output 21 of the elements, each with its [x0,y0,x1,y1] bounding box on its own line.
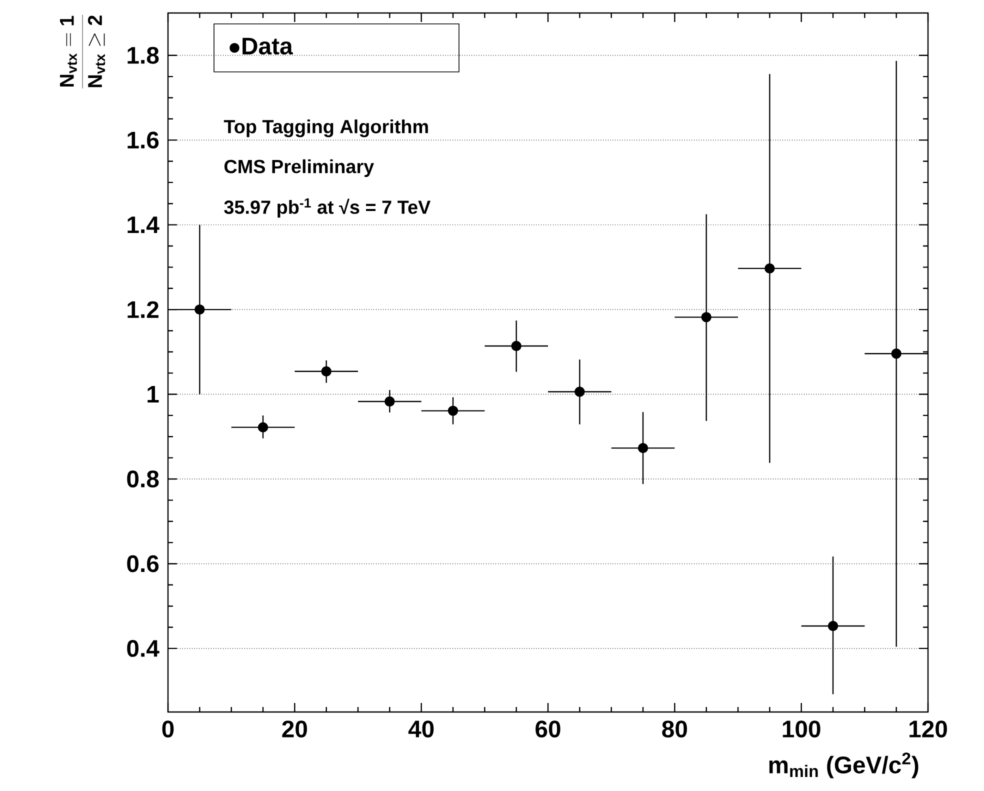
x-tick-label: 80 [662,720,687,738]
y-tick-label: 1 [148,386,159,402]
annotation: CMS Preliminary [224,159,374,177]
y-tick-label: 1.8 [128,46,159,64]
y-tick-label: 1.2 [128,301,158,318]
y-tick-label: 1.4 [128,216,160,234]
x-tick-label: 0 [162,720,174,738]
x-tick-label: 40 [408,720,434,738]
y-tick-label: 0.6 [127,555,159,572]
x-tick-label: 120 [910,720,947,738]
x-tick-label: 100 [782,720,820,738]
y-axis-title: $\frac{\mathbf{N_{vtx}=1}}{\mathbf{N_{vtx}\geq 2}}$ [60,14,106,88]
legend-label: Data [242,38,293,55]
y-tick-label: 1.6 [128,132,159,149]
annotation: Top Tagging Algorithm [224,119,428,138]
annotation: 35.97 pb$^{-1}$ at √s = 7 TeV [224,198,431,218]
x-tick-label: 60 [536,720,560,738]
x-tick-label: 20 [282,720,307,738]
y-tick-label: 0.8 [127,470,159,488]
y-tick-label: 0.4 [127,640,160,657]
x-axis-title: m$_{min}$ (GeV/c$^{2}$) [769,752,918,778]
